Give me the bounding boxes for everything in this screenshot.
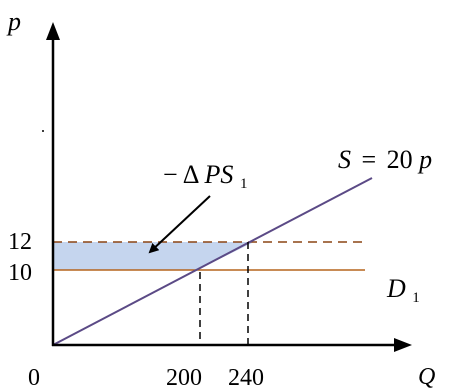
ps-label-name: PS [204, 160, 234, 189]
supply-label: S = 20 p [338, 145, 432, 174]
supply-label-coef: 20 [387, 145, 413, 174]
price-tick-10: 10 [8, 260, 32, 286]
supply-line [52, 177, 373, 346]
supply-label-var: S [338, 145, 351, 174]
y-axis-arrowhead [46, 22, 60, 40]
y-axis-label: p [6, 7, 21, 36]
ps-label-subscript: 1 [240, 176, 248, 192]
quantity-tick-240: 240 [228, 365, 264, 390]
demand-label-name: D [386, 274, 406, 303]
ps-change-label: − Δ PS 1 [163, 160, 247, 192]
ps-label-arrow [148, 195, 211, 254]
x-axis-arrowhead [394, 338, 412, 352]
price-tick-12: 12 [8, 229, 32, 255]
origin-label: 0 [28, 365, 40, 390]
supply-label-price-var: p [417, 145, 432, 174]
ps-loss-area [53, 242, 254, 270]
demand-label-subscript: 1 [412, 290, 420, 306]
supply-label-equals: = [362, 145, 377, 174]
ps-label-minus: − [163, 160, 178, 189]
demand-label: D 1 [386, 274, 420, 306]
quantity-tick-200: 200 [166, 365, 202, 390]
axis-dot-mark [42, 130, 44, 132]
ps-label-delta: Δ [183, 160, 199, 189]
x-axis-label: Q [418, 364, 435, 390]
